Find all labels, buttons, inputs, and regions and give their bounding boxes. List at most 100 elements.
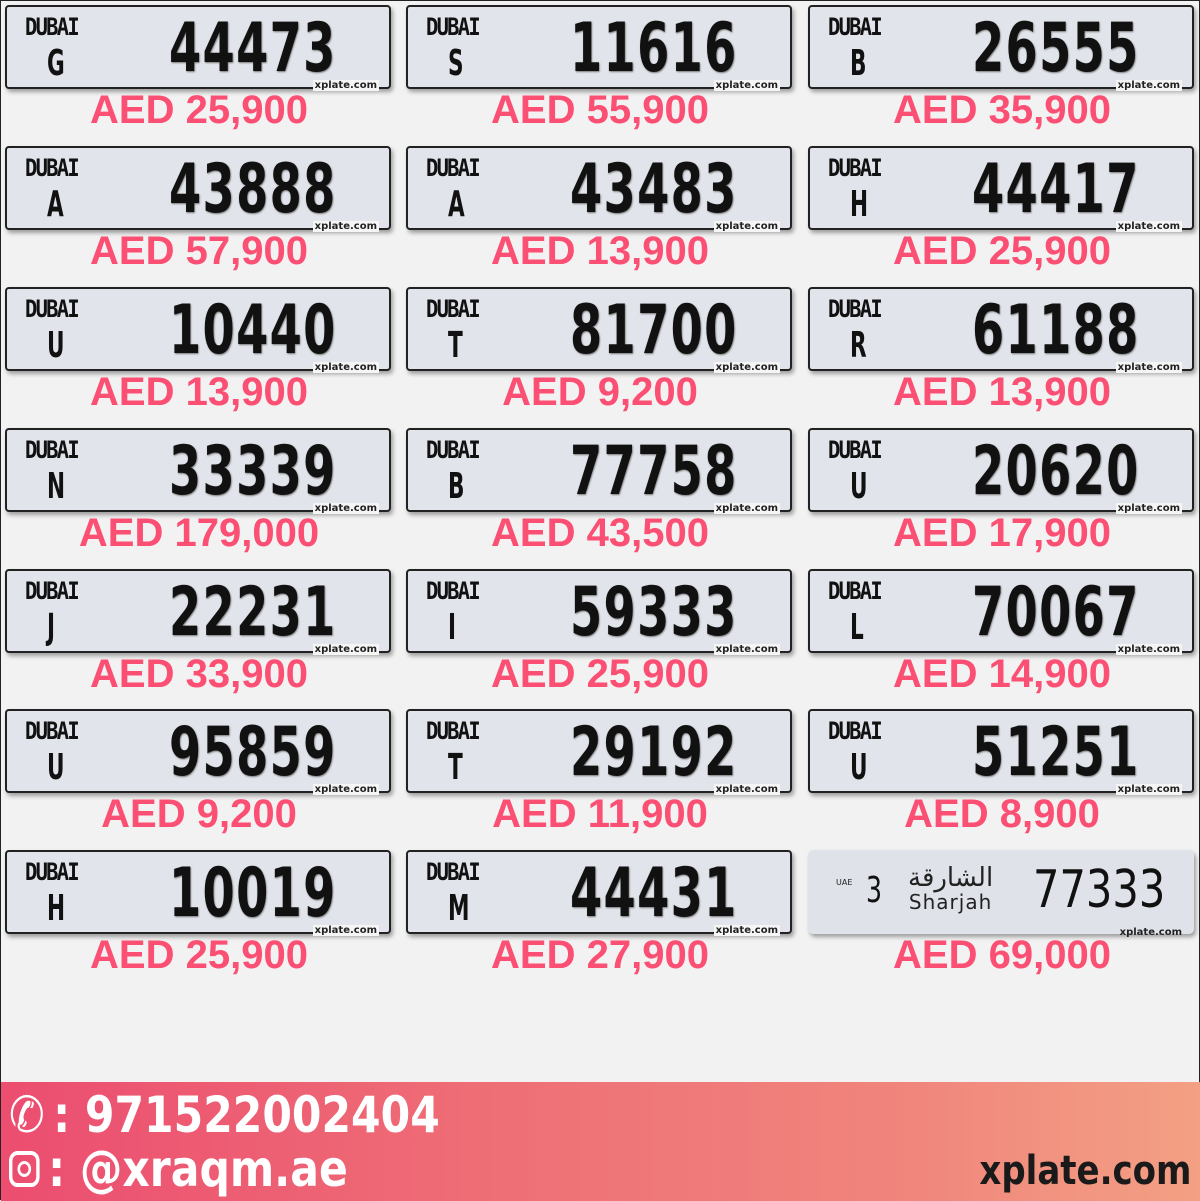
plate-watermark: xplate.com	[312, 221, 379, 232]
phone-icon: ✆	[9, 1086, 45, 1144]
price-label: AED 25,900	[90, 88, 308, 132]
plate-watermark: xplate.com	[312, 503, 379, 514]
license-plate: DUBAI I 59333 xplate.com	[406, 569, 792, 655]
plate-listing[interactable]: DUBAI U 10440 xplate.com AED 13,900	[5, 287, 393, 427]
plate-code: U	[850, 466, 868, 507]
instagram-row[interactable]: : @xraqm.ae	[9, 1140, 348, 1198]
plate-grid: DUBAI G 44473 xplate.com AED 25,900 DUBAI…	[1, 1, 1200, 1081]
plate-listing[interactable]: DUBAI I 59333 xplate.com AED 25,900	[406, 569, 794, 709]
plate-number: 61188	[972, 291, 1140, 370]
plate-listing[interactable]: DUBAI U 95859 xplate.com AED 9,200	[5, 709, 393, 849]
plate-listing[interactable]: DUBAI A 43483 xplate.com AED 13,900	[406, 146, 794, 286]
emirate-label: DUBAI	[426, 577, 481, 605]
plate-code: B	[448, 466, 465, 507]
license-plate: DUBAI A 43888 xplate.com	[5, 146, 391, 232]
price-label: AED 27,900	[491, 933, 709, 977]
emirate-label: DUBAI	[25, 858, 80, 886]
phone-row[interactable]: ✆ : 971522002404	[9, 1086, 440, 1144]
plate-code: S	[448, 43, 464, 84]
emirate-label: DUBAI	[426, 154, 481, 182]
license-plate: DUBAI H 44417 xplate.com	[808, 146, 1194, 232]
plate-number: 26555	[972, 9, 1140, 88]
emirate-label: DUBAI	[828, 436, 883, 464]
price-label: AED 43,500	[491, 511, 709, 555]
plate-listing[interactable]: DUBAI B 77758 xplate.com AED 43,500	[406, 428, 794, 568]
plate-number: 10440	[169, 291, 337, 370]
plate-watermark: xplate.com	[1115, 221, 1182, 232]
emirate-label: DUBAI	[426, 13, 481, 41]
plate-watermark: xplate.com	[713, 925, 780, 936]
plate-listing[interactable]: DUBAI G 44473 xplate.com AED 25,900	[5, 5, 393, 145]
price-label: AED 13,900	[491, 229, 709, 273]
emirate-label: DUBAI	[828, 295, 883, 323]
plate-watermark: xplate.com	[1115, 784, 1182, 795]
plate-listing[interactable]: DUBAI B 26555 xplate.com AED 35,900	[808, 5, 1196, 145]
plate-watermark: xplate.com	[713, 362, 780, 373]
instagram-handle: : @xraqm.ae	[48, 1140, 348, 1198]
plate-number: 70067	[972, 573, 1140, 652]
price-label: AED 9,200	[502, 370, 698, 414]
site-logo[interactable]: xplate.com	[978, 1148, 1191, 1194]
license-plate: DUBAI B 77758 xplate.com	[406, 428, 792, 514]
plate-listing[interactable]: DUBAI A 43888 xplate.com AED 57,900	[5, 146, 393, 286]
plate-listing[interactable]: DUBAI U 51251 xplate.com AED 8,900	[808, 709, 1196, 849]
plate-listing[interactable]: DUBAI U 20620 xplate.com AED 17,900	[808, 428, 1196, 568]
plate-number: 43888	[169, 150, 337, 229]
price-label: AED 55,900	[491, 88, 709, 132]
plate-listing[interactable]: DUBAI H 44417 xplate.com AED 25,900	[808, 146, 1196, 286]
plate-number: 22231	[169, 573, 337, 652]
plate-number: 59333	[570, 573, 738, 652]
emirate-label: DUBAI	[25, 436, 80, 464]
plate-listing[interactable]: DUBAI T 29192 xplate.com AED 11,900	[406, 709, 794, 849]
license-plate: DUBAI S 11616 xplate.com	[406, 5, 792, 91]
price-label: AED 25,900	[491, 652, 709, 696]
price-label: AED 8,900	[904, 792, 1100, 836]
plate-watermark: xplate.com	[312, 784, 379, 795]
price-label: AED 13,900	[893, 370, 1111, 414]
plate-number: 29192	[570, 713, 738, 792]
plate-number: 81700	[570, 291, 738, 370]
plate-watermark: xplate.com	[713, 503, 780, 514]
license-plate: DUBAI H 10019 xplate.com	[5, 850, 391, 936]
license-plate: DUBAI T 81700 xplate.com	[406, 287, 792, 373]
plate-number: 77758	[570, 432, 738, 511]
price-label: AED 11,900	[492, 792, 708, 836]
license-plate: DUBAI B 26555 xplate.com	[808, 5, 1194, 91]
plate-listing[interactable]: DUBAI J 22231 xplate.com AED 33,900	[5, 569, 393, 709]
license-plate: DUBAI U 95859 xplate.com	[5, 709, 391, 795]
license-plate: DUBAI J 22231 xplate.com	[5, 569, 391, 655]
plate-watermark: xplate.com	[1115, 503, 1182, 514]
plate-listing[interactable]: DUBAI S 11616 xplate.com AED 55,900	[406, 5, 794, 145]
emirate-label: DUBAI	[25, 154, 80, 182]
plate-listing[interactable]: DUBAI N 33339 xplate.com AED 179,000	[5, 428, 393, 568]
plate-listing[interactable]: DUBAI T 81700 xplate.com AED 9,200	[406, 287, 794, 427]
price-label: AED 69,000	[893, 933, 1111, 977]
plate-watermark: xplate.com	[713, 644, 780, 655]
price-label: AED 35,900	[893, 88, 1111, 132]
emirate-label: DUBAI	[828, 717, 883, 745]
license-plate: DUBAI U 10440 xplate.com	[5, 287, 391, 373]
plate-watermark: xplate.com	[312, 80, 379, 91]
plate-code: H	[850, 184, 869, 225]
plate-code: N	[47, 466, 66, 507]
emirate-label: Sharjah	[908, 890, 993, 914]
plate-listing[interactable]: UAE 3 الشارقة Sharjah 77333 xplate.com AED…	[808, 850, 1196, 990]
license-plate: DUBAI G 44473 xplate.com	[5, 5, 391, 91]
plate-code: B	[850, 43, 867, 84]
country-label: UAE	[836, 878, 853, 887]
emirate-label: DUBAI	[426, 858, 481, 886]
plate-listing[interactable]: DUBAI H 10019 xplate.com AED 25,900	[5, 850, 393, 990]
plate-number: 43483	[570, 150, 738, 229]
plate-listing[interactable]: DUBAI R 61188 xplate.com AED 13,900	[808, 287, 1196, 427]
plate-code: R	[850, 325, 867, 366]
license-plate: DUBAI R 61188 xplate.com	[808, 287, 1194, 373]
plate-listing[interactable]: DUBAI M 44431 xplate.com AED 27,900	[406, 850, 794, 990]
contact-footer: ✆ : 971522002404 : @xraqm.ae xplate.com	[1, 1082, 1200, 1201]
plate-number: 11616	[570, 9, 738, 88]
plate-number: 95859	[169, 713, 337, 792]
emirate-arabic: الشارقة	[908, 863, 994, 893]
plate-code: U	[47, 747, 65, 788]
price-label: AED 14,900	[893, 652, 1111, 696]
plate-listing[interactable]: DUBAI L 70067 xplate.com AED 14,900	[808, 569, 1196, 709]
plate-code: J	[47, 607, 56, 648]
